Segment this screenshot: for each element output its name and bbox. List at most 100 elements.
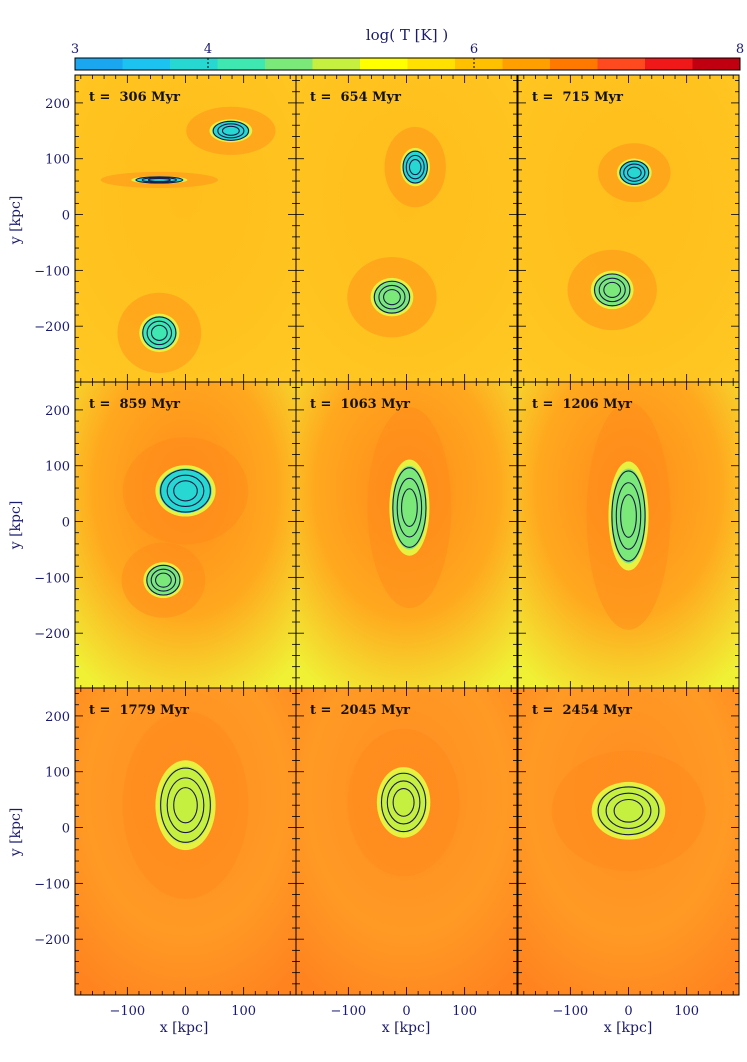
colorbar-segment [455, 58, 503, 70]
density-contour [212, 120, 250, 141]
panel-background [518, 688, 739, 995]
density-contour [619, 160, 650, 185]
density-contour [408, 159, 422, 176]
colorbar-segment [597, 58, 646, 70]
panel-time-label: t = 859 Myr [89, 397, 180, 412]
y-tick-label: 0 [62, 516, 70, 531]
colorbar-title: log( T [K] ) [366, 26, 448, 44]
density-contour [373, 280, 411, 314]
y-tick-label: 0 [62, 822, 70, 837]
density-contour [146, 320, 173, 346]
density-contour [626, 166, 642, 179]
y-tick-label: −100 [34, 877, 70, 892]
y-tick-label: 100 [45, 766, 70, 781]
colorbar-segment [360, 58, 408, 70]
x-tick-label: 0 [624, 1004, 632, 1019]
y-tick-label: −200 [34, 320, 70, 335]
density-contour [147, 177, 171, 182]
colorbar-segment [550, 58, 598, 70]
colorbar-segment [407, 58, 456, 70]
axes: 200 100 0 −100 −200 200 100 0 −100 −200 200 100 0 −10… [34, 97, 699, 1019]
y-tick-label: 200 [45, 710, 70, 725]
density-contour [217, 123, 245, 139]
panel-time-label: t = 715 Myr [532, 90, 623, 105]
density-contour [135, 176, 184, 184]
panel-time-label: t = 2454 Myr [532, 703, 632, 718]
y-tick-label: −200 [34, 933, 70, 948]
density-contour [142, 316, 177, 350]
x-tick-label: 100 [674, 1004, 699, 1019]
x-tick-label: 100 [452, 1004, 477, 1019]
density-contour [173, 787, 198, 824]
density-contour [173, 480, 198, 502]
x-tick-label: −100 [552, 1004, 588, 1019]
density-contour [221, 125, 240, 136]
y-tick-label: 0 [62, 209, 70, 224]
x-tick-label: 100 [231, 1004, 256, 1019]
density-contour [615, 482, 642, 550]
density-contour [146, 564, 181, 596]
density-contour [141, 177, 177, 183]
density-contour [150, 324, 168, 341]
x-axis-label-col3: x [kpc] [604, 1020, 653, 1036]
y-tick-label: 200 [45, 97, 70, 112]
density-contour [405, 154, 425, 180]
x-tick-label: 0 [181, 1004, 189, 1019]
x-tick-label: −100 [109, 1004, 145, 1019]
density-contour [383, 289, 401, 306]
colorbar-segment [217, 58, 266, 70]
density-contour [386, 780, 421, 825]
density-contour [402, 150, 428, 184]
colorbar-segment [122, 58, 171, 70]
density-contour [598, 277, 626, 303]
panel-grid: t = 306 Myr t = 654 Myr t = 715 Myr t = 859… [74, 74, 740, 996]
density-contour [613, 798, 644, 823]
y-tick-label: 100 [45, 460, 70, 475]
colorbar-tick-label: 3 [71, 42, 79, 57]
x-tick-label: −100 [330, 1004, 366, 1019]
panel-background [518, 75, 739, 382]
panel-background [75, 75, 296, 382]
colorbar-tick-label: 4 [204, 42, 212, 57]
density-contour [597, 786, 660, 836]
y-axis-label-row1: y [kpc] [8, 196, 24, 246]
density-contour [166, 474, 205, 508]
density-contour [378, 284, 406, 310]
y-tick-label: 100 [45, 153, 70, 168]
panel: t = 859 Myr [74, 381, 297, 690]
panel-time-label: t = 654 Myr [310, 90, 401, 105]
density-contour [396, 477, 423, 538]
density-contour [392, 467, 427, 548]
y-axis-label-row2: y [kpc] [8, 501, 24, 551]
panel-background [296, 688, 517, 995]
panel: t = 306 Myr [74, 74, 297, 383]
density-contour [611, 470, 646, 562]
panel-time-label: t = 2045 Myr [310, 703, 410, 718]
panel-background [296, 75, 517, 382]
y-tick-label: −100 [34, 264, 70, 279]
colorbar-segment [265, 58, 313, 70]
panel: t = 1779 Myr [74, 687, 297, 996]
colorbar-segment [170, 58, 218, 70]
colorbar-segment [312, 58, 361, 70]
panel-time-label: t = 1206 Myr [532, 397, 632, 412]
x-axis-label-col2: x [kpc] [382, 1020, 431, 1036]
density-contour [150, 568, 177, 592]
y-tick-label: −100 [34, 571, 70, 586]
y-axis-label-row3: y [kpc] [8, 808, 24, 858]
density-contour [380, 772, 427, 833]
panel: t = 1063 Myr [295, 381, 518, 690]
panel: t = 654 Myr [295, 74, 518, 383]
panel-time-label: t = 1779 Myr [89, 703, 189, 718]
colorbar-tick-labels: 3 4 6 8 [71, 42, 744, 70]
density-contour [392, 788, 415, 817]
density-contour [401, 488, 418, 527]
colorbar-tick-label: 8 [736, 42, 744, 57]
panel-background [75, 382, 296, 689]
panel: t = 715 Myr [517, 74, 740, 383]
density-contour [603, 281, 622, 298]
y-tick-label: −200 [34, 627, 70, 642]
x-axis-label-col1: x [kpc] [160, 1020, 209, 1036]
colorbar [74, 57, 741, 71]
